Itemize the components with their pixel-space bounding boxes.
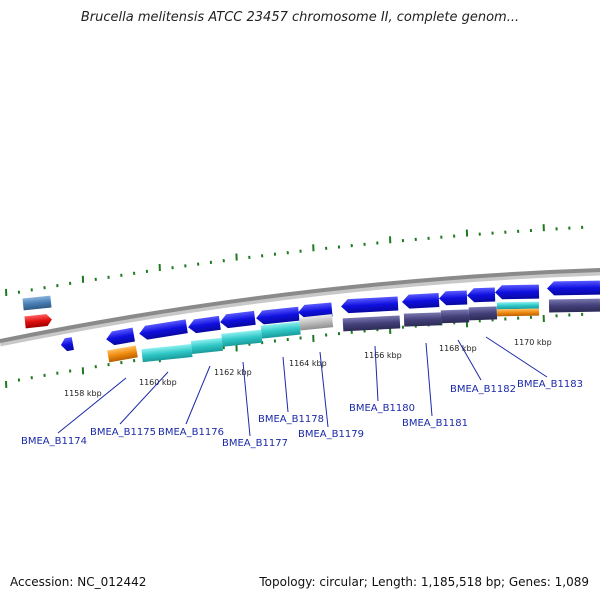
leader-bmea-b1177 [242,361,251,437]
leader-bmea-b1181 [425,342,433,417]
annotation-teal-1177 [221,329,263,347]
gene-label-bmea-b1178[interactable]: BMEA_B1178 [258,414,324,425]
genome-summary: Topology: circular; Length: 1,185,518 bp… [259,575,589,589]
leader-bmea-b1175 [119,371,169,425]
gene-label-bmea-b1181[interactable]: BMEA_B1181 [402,418,468,429]
annotation-teal-1176 [190,337,224,354]
feature-small-blue [60,337,74,352]
scale-label-1164: 1164 kbp [289,359,327,368]
gene-label-bmea-b1180[interactable]: BMEA_B1180 [349,403,415,414]
leader-bmea-b1174 [57,377,127,434]
annotation-teal-1175 [141,344,193,363]
leader-bmea-b1178 [282,356,289,413]
gene-arrow-bmea-b1183[interactable] [495,284,540,300]
annotation-navy-next [548,298,600,313]
annotation-gray-1179 [298,314,334,331]
gene-label-bmea-b1174[interactable]: BMEA_B1174 [21,436,87,447]
leader-lines [57,336,548,437]
leader-bmea-b1183 [485,336,548,378]
gene-arrow-bmea-b1180[interactable] [341,296,399,314]
annotation-navy-1181 [403,312,442,327]
gene-arrow-bmea-b1182b[interactable] [467,287,496,303]
scale-label-1170: 1170 kbp [514,338,552,347]
scale-label-1162: 1162 kbp [214,368,252,377]
scale-label-1158: 1158 kbp [64,389,102,398]
gene-labels: BMEA_B1174 BMEA_B1175 BMEA_B1176 BMEA_B1… [21,379,583,449]
map-title: Brucella melitensis ATCC 23457 chromosom… [80,10,520,25]
backbone [0,268,600,343]
annotation-teal-1178 [260,321,301,339]
gene-arrow-bmea-b1178[interactable] [255,306,300,325]
annotation-orange-1174 [107,345,138,363]
leader-bmea-b1180 [374,345,379,402]
gene-arrow-bmea-b1176[interactable] [187,315,221,334]
annotation-navy-1182a [440,309,470,324]
upper-tick-marks [5,224,584,296]
forward-genes [105,280,600,347]
feature-steelblue [22,295,52,311]
gene-arrow-bmea-b1177[interactable] [219,310,256,329]
gene-label-bmea-b1179[interactable]: BMEA_B1179 [298,429,364,440]
leader-bmea-b1176 [185,365,211,425]
feature-red [24,314,52,329]
scale-label-1168: 1168 kbp [439,344,477,353]
gene-arrow-bmea-b1174[interactable] [105,327,136,347]
gene-label-bmea-b1177[interactable]: BMEA_B1177 [222,438,288,449]
gene-label-bmea-b1182[interactable]: BMEA_B1182 [450,384,516,395]
annotation-bars [107,298,600,363]
leader-bmea-b1179 [319,351,329,428]
gene-label-bmea-b1183[interactable]: BMEA_B1183 [517,379,583,390]
gene-arrow-next [547,280,600,296]
annotation-navy-1180 [342,315,401,332]
accession-text: Accession: NC_012442 [10,575,147,589]
scale-label-1166: 1166 kbp [364,351,402,360]
gene-arrow-bmea-b1181[interactable] [402,293,440,309]
gene-arrow-bmea-b1182a[interactable] [439,290,468,306]
annotation-teal-1183 [496,301,539,310]
gene-arrow-bmea-b1179[interactable] [297,302,333,320]
annotation-orange-1183 [497,308,540,317]
annotation-navy-1182b [468,306,498,321]
leader-bmea-b1182 [457,339,482,381]
gene-arrow-bmea-b1175[interactable] [138,319,188,340]
gene-label-bmea-b1175[interactable]: BMEA_B1175 [90,427,156,438]
gene-label-bmea-b1176[interactable]: BMEA_B1176 [158,427,224,438]
